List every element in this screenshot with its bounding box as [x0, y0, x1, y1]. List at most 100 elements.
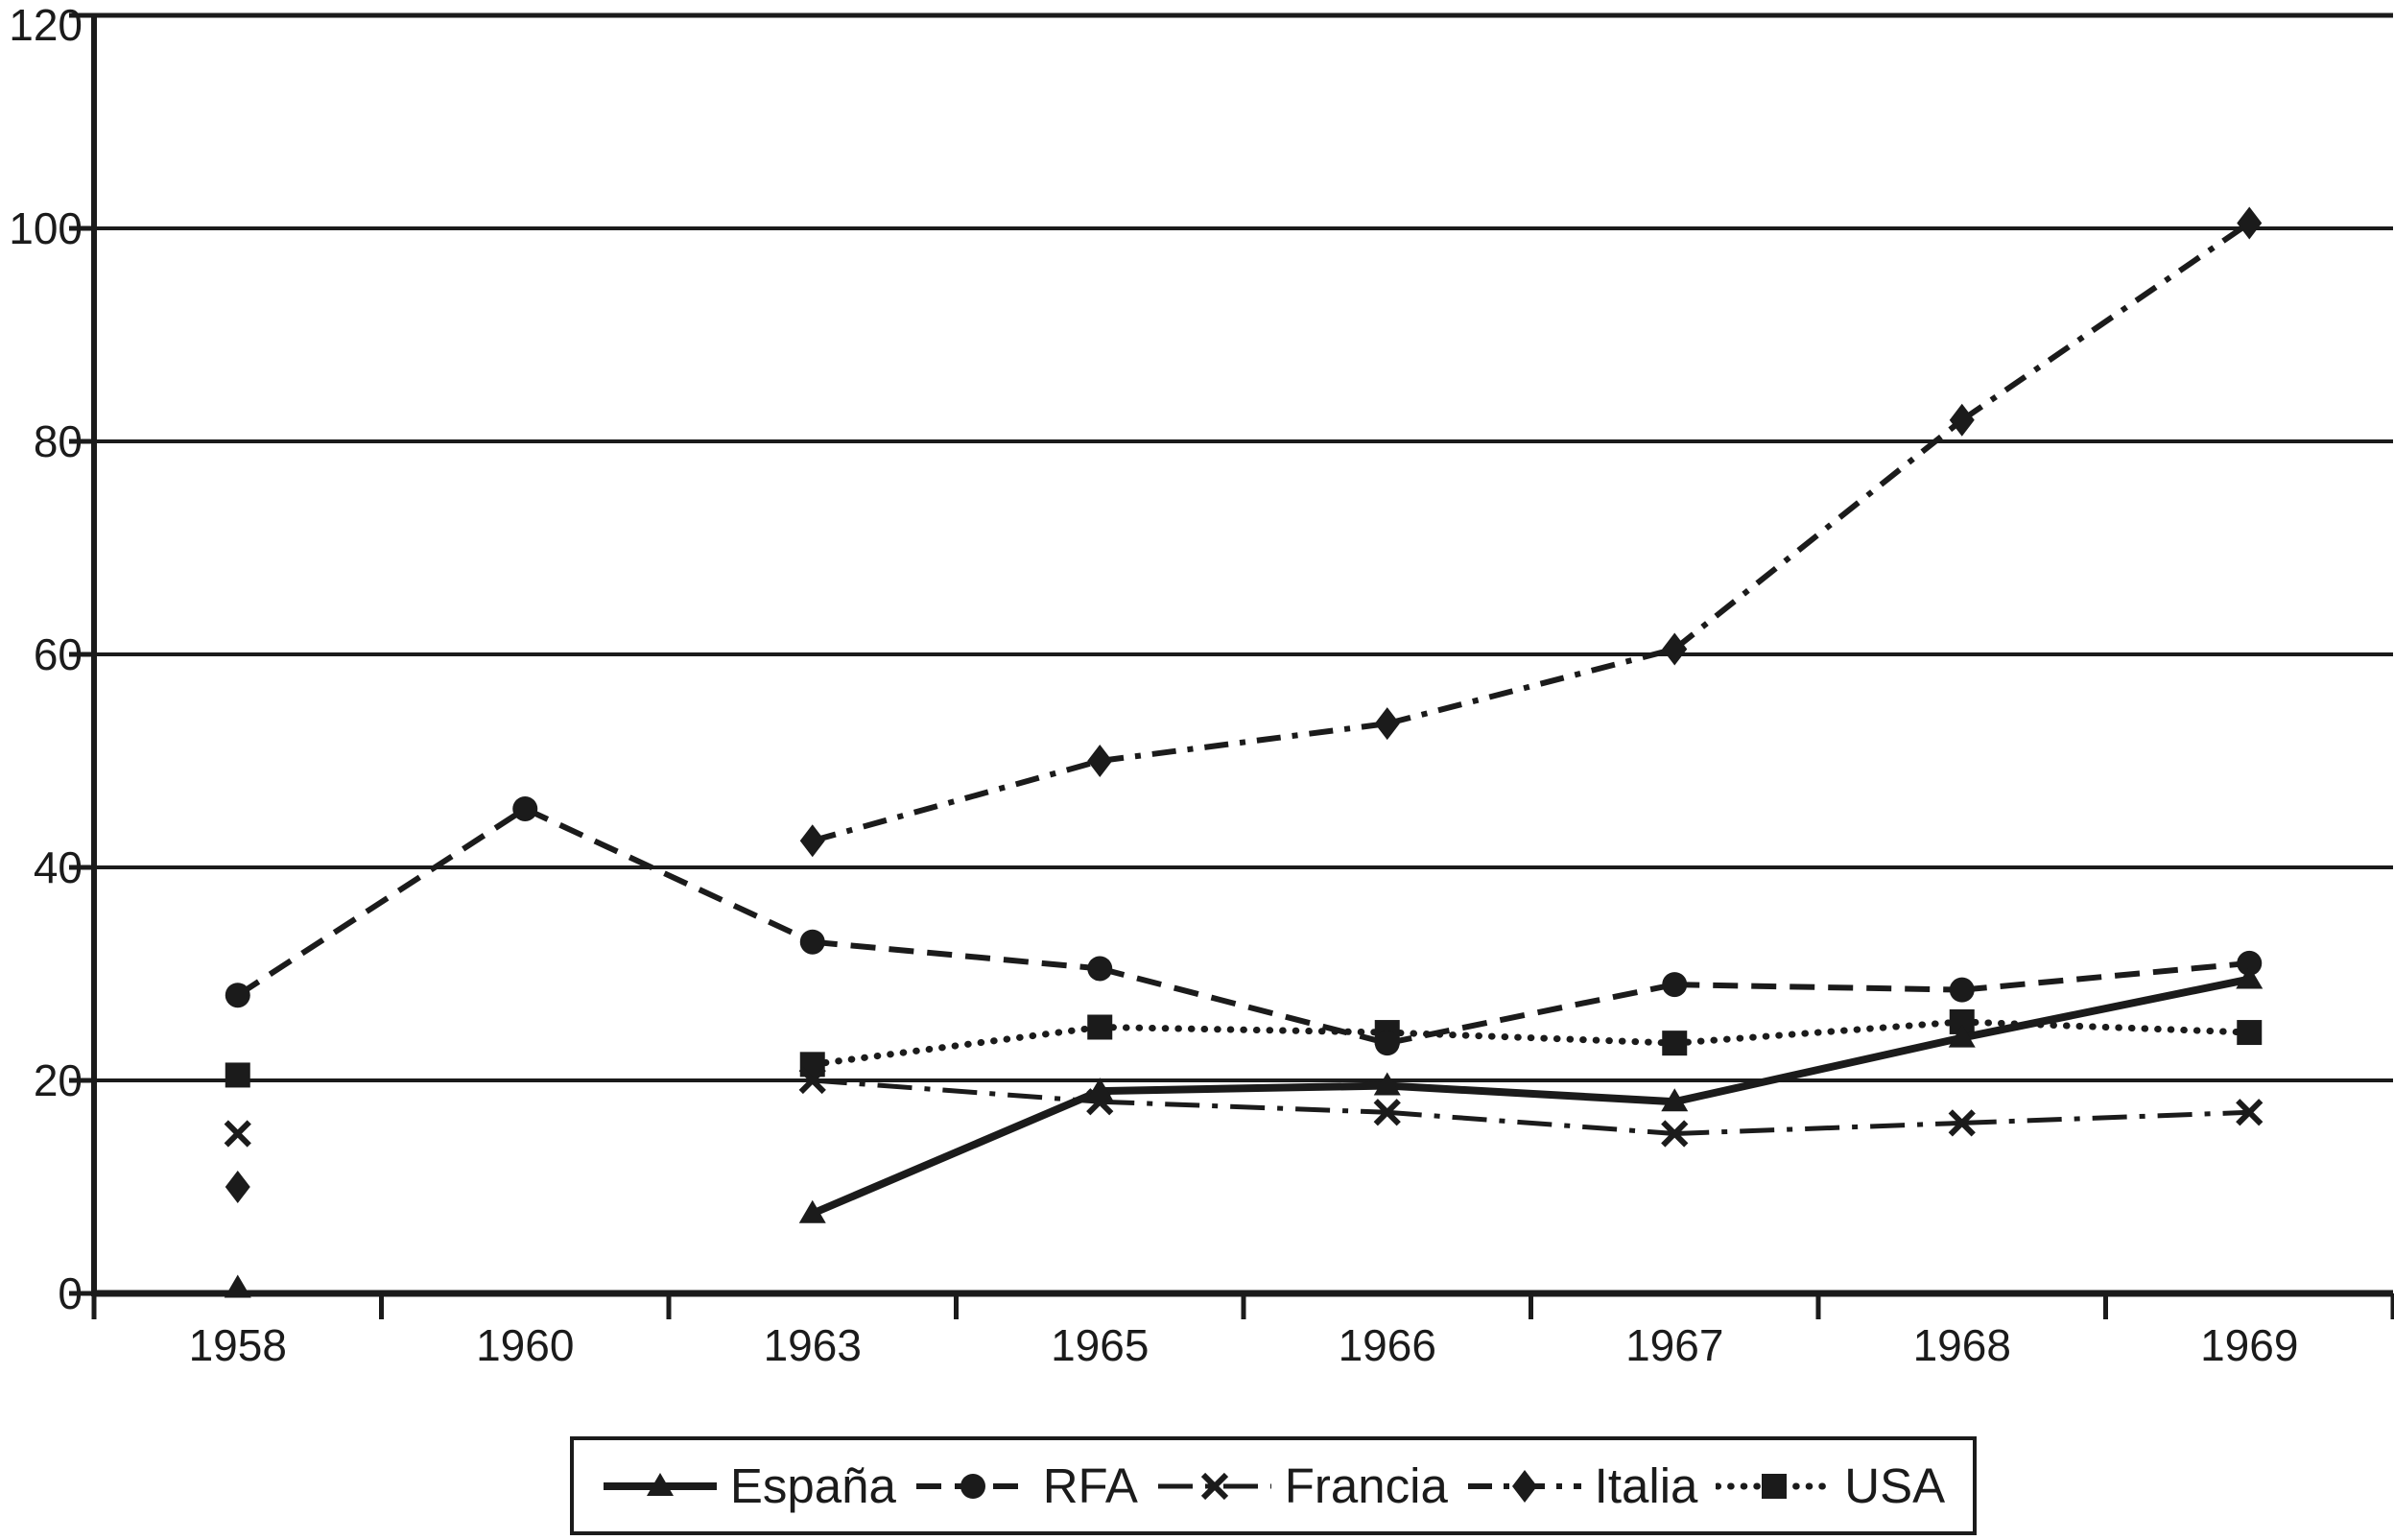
- x-tick-label-1969: 1969: [2200, 1320, 2298, 1370]
- marker-Francia-1967: [1661, 1120, 1689, 1148]
- marker-Italia-1958: [225, 1171, 250, 1203]
- marker-España-1965: [1086, 1078, 1114, 1102]
- marker-Francia-1958: [224, 1120, 251, 1148]
- legend-item-USA: USA: [1716, 1457, 1945, 1514]
- marker-RFA-1965: [1087, 956, 1113, 982]
- series-RFA-segment: [236, 806, 527, 998]
- legend-label-Francia: Francia: [1284, 1458, 1448, 1513]
- legend-sample-Italia: [1467, 1469, 1581, 1503]
- marker-Italia-1967: [1662, 632, 1688, 666]
- marker-Francia-1966: [1373, 1099, 1401, 1126]
- series-Francia-segment: [1387, 1109, 1675, 1136]
- marker-RFA-1963: [799, 929, 825, 955]
- y-tick-label-80: 80: [34, 416, 83, 466]
- series-España-segment: [1960, 975, 2251, 1042]
- y-tick-label-20: 20: [34, 1055, 83, 1105]
- series-Francia-segment: [812, 1078, 1101, 1104]
- marker-USA-1965: [1087, 1014, 1113, 1040]
- y-tick-label-60: 60: [34, 629, 83, 679]
- marker-España-1969: [2236, 965, 2264, 989]
- series-Francia: [224, 1066, 2264, 1148]
- series-Italia-segment: [1099, 721, 1388, 764]
- series-USA-segment: [809, 1024, 1103, 1068]
- chart-legend: España RFA Francia Italia USA: [570, 1436, 1977, 1535]
- y-tick-label-120: 120: [9, 0, 83, 50]
- y-tick-label-100: 100: [9, 203, 83, 253]
- legend-sample-RFA: [915, 1473, 1030, 1499]
- series-España-segment: [811, 1087, 1102, 1218]
- legend-item-Italia: Italia: [1466, 1457, 1698, 1514]
- marker-España-1968: [1948, 1024, 1976, 1048]
- x-tick-label-1960: 1960: [476, 1320, 574, 1370]
- series-USA-segment: [1958, 1018, 2253, 1036]
- legend-item-Francia: Francia: [1156, 1457, 1448, 1514]
- series-Francia-segment: [1100, 1099, 1387, 1115]
- series-Italia-segment: [1672, 417, 1964, 652]
- y-tick-label-0: 0: [58, 1268, 83, 1318]
- legend-label-Italia: Italia: [1594, 1458, 1698, 1513]
- legend-sample-USA: [1716, 1473, 1834, 1499]
- series-Francia-segment: [1674, 1120, 1962, 1136]
- legend-label-RFA: RFA: [1042, 1458, 1138, 1513]
- series-Italia-segment: [1960, 220, 2251, 423]
- series-USA-segment: [1671, 1018, 1966, 1047]
- series-RFA-segment: [812, 938, 1101, 972]
- series-Francia-segment: [1961, 1109, 2250, 1125]
- series-Italia-segment: [811, 758, 1102, 844]
- legend-item-RFA: RFA: [914, 1457, 1138, 1514]
- legend-label-USA: USA: [1844, 1458, 1946, 1513]
- marker-Francia-1963: [798, 1066, 826, 1095]
- legend-item-España: España: [602, 1457, 896, 1514]
- series-España: [224, 965, 2264, 1298]
- series-España-segment: [1100, 1081, 1387, 1096]
- legend-marker-España: [646, 1472, 674, 1496]
- marker-Italia-1966: [1374, 707, 1400, 741]
- y-tick-label-40: 40: [34, 842, 83, 892]
- x-tick-label-1968: 1968: [1913, 1320, 2011, 1370]
- marker-España-1963: [798, 1199, 826, 1223]
- marker-Italia-1965: [1087, 745, 1113, 777]
- x-tick-label-1958: 1958: [189, 1320, 287, 1370]
- marker-USA-1958: [225, 1062, 250, 1088]
- marker-RFA-1966: [1374, 1031, 1400, 1056]
- marker-Francia-1969: [2236, 1099, 2264, 1126]
- series-RFA-segment: [1099, 965, 1388, 1047]
- series-RFA-segment: [1674, 982, 1962, 993]
- x-tick-label-1967: 1967: [1625, 1320, 1723, 1370]
- marker-RFA-1960: [512, 795, 538, 821]
- series-USA-segment: [1096, 1024, 1391, 1036]
- x-tick-label-1965: 1965: [1051, 1320, 1149, 1370]
- marker-España-1966: [1373, 1072, 1401, 1096]
- x-tick-label-1963: 1963: [764, 1320, 862, 1370]
- marker-Francia-1968: [1948, 1109, 1976, 1137]
- marker-Italia-1969: [2237, 206, 2263, 240]
- legend-marker-RFA: [960, 1473, 985, 1499]
- marker-España-1958: [224, 1274, 251, 1298]
- marker-RFA-1968: [1949, 977, 1975, 1003]
- series-Italia-segment: [1386, 646, 1676, 727]
- legend-label-España: España: [729, 1458, 896, 1513]
- legend-sample-Francia: [1157, 1472, 1271, 1500]
- series-RFA-segment: [1387, 982, 1675, 1047]
- legend-sample-España: [603, 1472, 717, 1496]
- marker-USA-1969: [2237, 1020, 2263, 1046]
- marker-RFA-1958: [225, 983, 250, 1008]
- legend-marker-Italia: [1511, 1469, 1537, 1503]
- series-RFA-segment: [523, 806, 815, 945]
- legend-marker-USA: [1762, 1473, 1788, 1499]
- legend-marker-Francia: [1200, 1472, 1228, 1500]
- series-España-segment: [1673, 1033, 1963, 1106]
- marker-Italia-1968: [1949, 403, 1975, 437]
- series-USA-segment: [1384, 1029, 1678, 1047]
- series-RFA: [225, 795, 2263, 1056]
- marker-España-1967: [1661, 1088, 1689, 1112]
- x-tick-label-1966: 1966: [1339, 1320, 1436, 1370]
- marker-RFA-1969: [2237, 950, 2263, 976]
- series-RFA-segment: [1961, 960, 2250, 993]
- marker-Italia-1963: [799, 824, 825, 858]
- series-España-segment: [1387, 1081, 1675, 1106]
- series-USA: [225, 1008, 2263, 1088]
- marker-RFA-1967: [1662, 972, 1688, 998]
